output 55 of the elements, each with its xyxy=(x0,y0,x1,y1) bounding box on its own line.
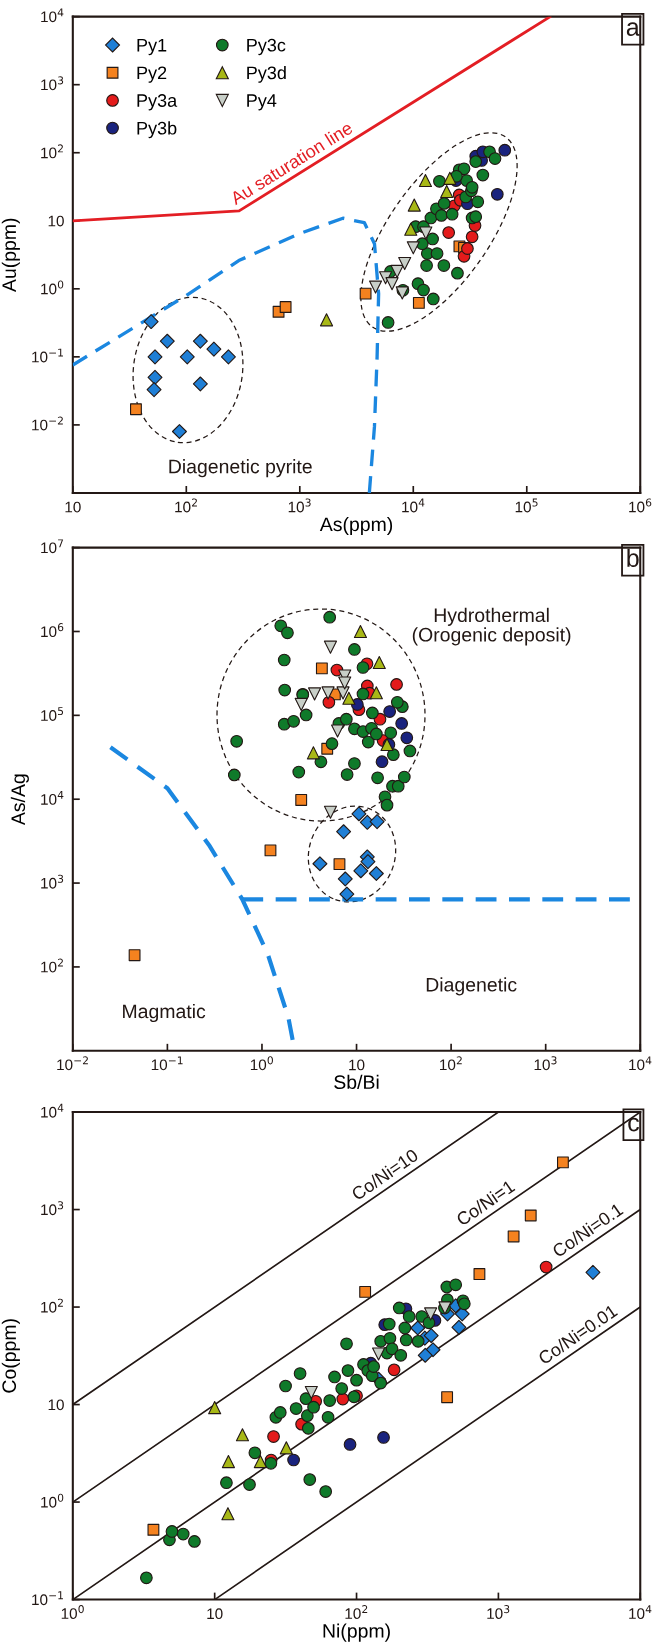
x-tick-label: 10$^{3}$ xyxy=(534,1056,557,1071)
y-tick-label: 10$^{4}$ xyxy=(41,1103,64,1118)
x-tick-label: 10$^{2}$ xyxy=(175,498,197,513)
x-tick-label: 10$^{5}$ xyxy=(515,498,538,513)
y-tick-label: 10$^{−2}$ xyxy=(32,416,63,431)
annotation: Hydrothermal (Orogenic deposit) xyxy=(412,607,571,646)
x-tick-label: 10$^{3}$ xyxy=(487,1605,510,1619)
y-axis-title: Au(ppm) xyxy=(1,218,20,293)
x-tick-label: 10$^{2}$ xyxy=(345,1605,368,1619)
x-axis-title: Sb/Bi xyxy=(334,1074,379,1090)
y-tick-label: 10 xyxy=(48,1399,64,1411)
annotation: Diagenetic pyrite xyxy=(169,459,312,478)
x-tick-label: 10$^{3}$ xyxy=(288,498,311,513)
y-tick-label: 10$^{4}$ xyxy=(41,790,64,805)
y-tick-label: 10$^{0}$ xyxy=(41,1493,64,1508)
y-tick-label: 10$^{4}$ xyxy=(41,8,64,23)
x-tick-label: 10$^{4}$ xyxy=(629,1605,652,1620)
x-tick-label: 10 xyxy=(349,1059,365,1071)
y-tick-label: 10$^{5}$ xyxy=(41,707,64,721)
y-tick-label: 10$^{0}$ xyxy=(41,280,64,295)
y-tick-label: 10$^{2}$ xyxy=(41,1298,63,1313)
y-tick-label: 10$^{6}$ xyxy=(41,623,64,638)
y-tick-label: 10$^{3}$ xyxy=(41,76,64,91)
x-tick-label: 10$^{0}$ xyxy=(61,1605,84,1619)
legend-label: Py2 xyxy=(137,66,167,83)
y-tick-label: 10$^{3}$ xyxy=(41,1201,64,1216)
x-tick-label: 10$^{2}$ xyxy=(440,1056,462,1071)
y-axis-title: Co(ppm) xyxy=(1,1319,20,1393)
annotation: Magmatic xyxy=(123,1003,206,1023)
legend-label: Py3a xyxy=(137,94,178,111)
legend-label: Py3b xyxy=(137,121,177,139)
annotation: Diagenetic xyxy=(426,977,517,996)
x-tick-label: 10$^{0}$ xyxy=(250,1056,273,1071)
legend-label: Py3c xyxy=(247,38,286,56)
x-axis-title: As(ppm) xyxy=(319,516,393,536)
y-axis-title: As/Ag xyxy=(10,774,29,826)
legend-label: Py4 xyxy=(247,94,277,111)
y-tick-label: 10$^{3}$ xyxy=(41,874,64,889)
y-tick-label: 10$^{2}$ xyxy=(41,958,63,973)
y-tick-label: 10 xyxy=(48,215,64,227)
annotation: b xyxy=(627,548,639,567)
y-tick-label: 10$^{−1}$ xyxy=(32,348,63,363)
x-axis-title: Ni(ppm) xyxy=(323,1623,390,1642)
x-tick-label: 10$^{6}$ xyxy=(629,498,652,513)
y-tick-label: 10$^{7}$ xyxy=(41,539,64,554)
x-tick-label: 10 xyxy=(207,1608,223,1620)
x-tick-label: 10 xyxy=(65,501,81,513)
annotation: c xyxy=(628,1117,640,1132)
y-tick-label: 10$^{−1}$ xyxy=(32,1591,63,1606)
legend-label: Py1 xyxy=(137,38,167,56)
legend-label: Py3d xyxy=(247,65,286,83)
y-tick-label: 10$^{2}$ xyxy=(41,144,63,159)
x-tick-label: 10$^{−1}$ xyxy=(151,1056,183,1071)
x-tick-label: 10$^{4}$ xyxy=(402,498,425,513)
x-tick-label: 10$^{4}$ xyxy=(629,1056,652,1071)
